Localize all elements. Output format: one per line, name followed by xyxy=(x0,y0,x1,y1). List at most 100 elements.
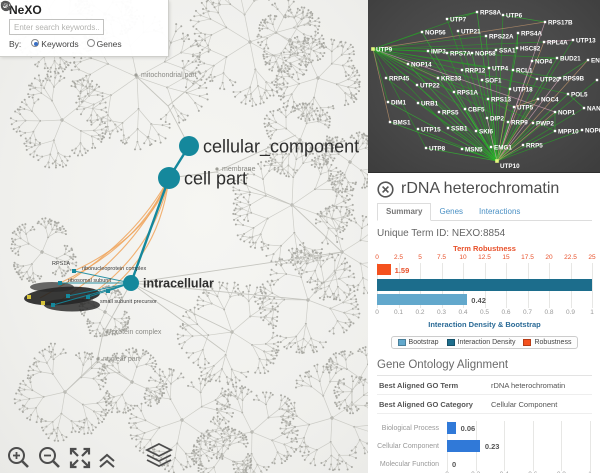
graph-edge xyxy=(85,89,94,97)
graph-edge xyxy=(344,391,352,401)
tree-node xyxy=(34,63,37,66)
graph-edge xyxy=(186,87,200,94)
tree-node xyxy=(196,299,199,302)
tree-node xyxy=(29,142,32,145)
graph-edge xyxy=(292,158,297,178)
tree-node xyxy=(95,83,98,86)
graph-edge xyxy=(268,416,282,418)
graph-edge xyxy=(130,422,136,428)
tree-node xyxy=(13,230,16,233)
graph-edge xyxy=(336,367,347,370)
graph-edge xyxy=(24,108,32,112)
tree-node xyxy=(218,417,221,420)
graph-edge xyxy=(245,87,251,98)
graph-edge xyxy=(135,441,141,447)
graph-edge xyxy=(308,449,317,456)
graph-edge xyxy=(89,63,109,75)
graph-edge xyxy=(341,251,361,264)
graph-edge xyxy=(284,343,290,348)
tree-node xyxy=(293,109,296,112)
graph-edge xyxy=(274,55,281,71)
graph-edge xyxy=(164,376,172,384)
graph-edge xyxy=(66,261,73,264)
tree-node xyxy=(263,117,266,120)
tree-node xyxy=(319,210,322,213)
graph-edge xyxy=(328,164,332,171)
graph-edge xyxy=(178,115,184,121)
tree-node xyxy=(299,262,302,265)
graph-edge xyxy=(240,233,245,240)
graph-edge xyxy=(158,134,161,143)
graph-edge xyxy=(217,409,228,414)
graph-edge xyxy=(336,78,349,85)
tree-node xyxy=(185,310,188,313)
graph-edge xyxy=(210,0,213,5)
graph-edge xyxy=(49,154,56,163)
graph-edge xyxy=(199,93,208,97)
graph-edge xyxy=(210,18,227,28)
graph-edge xyxy=(290,59,300,64)
tree-node xyxy=(221,281,224,284)
graph-edge xyxy=(304,246,316,251)
graph-edge xyxy=(293,232,298,249)
graph-edge xyxy=(348,78,356,83)
graph-edge xyxy=(287,83,299,88)
tree-node xyxy=(272,94,275,97)
graph-edge xyxy=(207,45,209,52)
graph-edge xyxy=(193,21,199,27)
graph-edge xyxy=(297,346,303,352)
graph-edge xyxy=(313,449,318,460)
graph-edge xyxy=(289,336,297,344)
graph-edge xyxy=(91,136,99,140)
graph-edge xyxy=(339,211,343,220)
graph-edge xyxy=(83,104,94,110)
tree-node xyxy=(324,207,327,210)
graph-edge xyxy=(352,304,358,309)
ontology-canvas[interactable]: mitochondrial part membrane protein comple… xyxy=(0,0,368,473)
tree-node xyxy=(84,151,87,154)
tree-node xyxy=(172,369,175,372)
graph-edge xyxy=(348,82,356,88)
graph-edge xyxy=(365,355,368,365)
tree-node xyxy=(296,52,299,55)
graph-edge xyxy=(287,154,290,166)
graph-edge xyxy=(335,235,343,240)
graph-edge xyxy=(325,228,329,238)
graph-edge xyxy=(266,90,271,96)
graph-edge xyxy=(262,307,273,310)
tree-node xyxy=(129,426,132,429)
graph-edge xyxy=(261,241,269,246)
graph-edge xyxy=(269,118,277,123)
tree-node xyxy=(149,144,152,147)
tree-node xyxy=(356,288,359,291)
graph-edge xyxy=(307,281,325,301)
tree-node xyxy=(54,221,57,224)
graph-edge xyxy=(47,231,57,238)
graph-edge xyxy=(233,201,241,204)
tree-node xyxy=(328,468,331,471)
tree-node xyxy=(261,292,264,295)
graph-edge xyxy=(167,87,187,94)
graph-edge xyxy=(55,225,57,233)
tree-node xyxy=(349,324,352,327)
tree-node xyxy=(316,212,319,215)
tree-node xyxy=(349,412,352,415)
graph-edge xyxy=(88,427,92,434)
graph-edge xyxy=(223,417,229,422)
tree-node xyxy=(236,219,239,222)
tree-node xyxy=(239,387,242,390)
tree-node xyxy=(67,64,70,67)
graph-edge xyxy=(339,399,346,403)
graph-edge xyxy=(97,402,104,410)
graph-edge xyxy=(208,292,218,297)
tree-node xyxy=(83,421,86,424)
tree-node xyxy=(193,15,196,18)
tree-node xyxy=(349,265,352,268)
tree-node xyxy=(47,70,50,73)
tree-node xyxy=(203,363,206,366)
graph-edge xyxy=(225,27,251,43)
graph-edge xyxy=(122,135,125,143)
tree-node xyxy=(210,457,213,460)
graph-edge xyxy=(262,298,264,308)
